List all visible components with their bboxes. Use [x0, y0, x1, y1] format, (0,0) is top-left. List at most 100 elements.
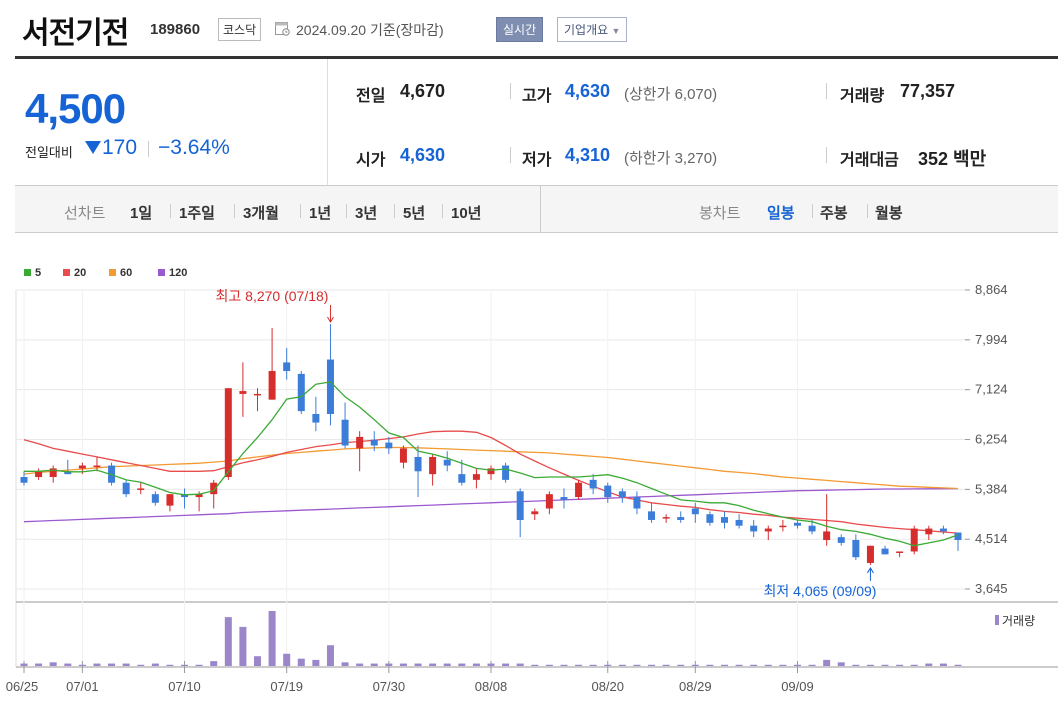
period-tab[interactable]: 5년	[403, 205, 426, 222]
tab-separator	[867, 204, 868, 218]
volume-bar	[385, 663, 393, 666]
volume-bar	[648, 664, 656, 666]
volume-bar	[166, 664, 174, 666]
volume-bar	[224, 617, 232, 666]
volume-bar	[939, 663, 947, 666]
candle-body	[122, 482, 130, 495]
stat-separator	[510, 147, 511, 163]
volume-bar	[677, 664, 685, 666]
volume-bar	[502, 663, 510, 666]
period-tab[interactable]: 3년	[355, 205, 378, 222]
x-tick-label: 08/08	[475, 679, 508, 694]
price-box	[15, 59, 328, 185]
candle-body	[370, 439, 378, 446]
y-tick-label: 6,254	[975, 432, 1008, 447]
ma5-line	[24, 381, 959, 547]
candle-tab[interactable]: 월봉	[875, 205, 903, 222]
candle-body	[49, 468, 57, 477]
volume-bar	[429, 663, 437, 666]
candle-body	[64, 471, 72, 475]
stat-separator	[510, 83, 511, 99]
volume-value: 77,357	[900, 81, 956, 101]
high-annotation: 최고 8,270 (07/18)	[216, 288, 329, 304]
open-label: 시가	[356, 152, 386, 169]
x-tick-label: 07/19	[270, 679, 303, 694]
legend-label: 60	[120, 267, 132, 279]
high-arrow-head	[327, 316, 334, 323]
volume-bar	[575, 664, 583, 666]
volume-bar	[764, 664, 772, 666]
volume-bar	[195, 664, 203, 666]
period-tab[interactable]: 1년	[309, 205, 332, 222]
candle-body	[414, 456, 422, 472]
low-annotation: 최저 4,065 (09/09)	[764, 583, 877, 599]
candle-body	[458, 474, 466, 483]
tab-separator	[300, 204, 301, 218]
market-badge: 코스닥	[218, 18, 262, 41]
candle-body	[195, 494, 203, 498]
tab-separator	[442, 204, 443, 218]
company-info-label: 기업개요	[564, 23, 609, 37]
candle-tab[interactable]: 주봉	[820, 205, 848, 222]
change-label: 전일대비	[25, 145, 73, 160]
volume-bar	[779, 664, 787, 666]
header-divider	[15, 56, 1058, 59]
volume-bar	[793, 664, 801, 666]
company-info-dropdown[interactable]: 기업개요 ▼	[557, 17, 628, 42]
volume-bar	[560, 664, 568, 666]
period-tab[interactable]: 10년	[451, 205, 482, 222]
volume-bar	[297, 658, 305, 666]
ma60-line	[23, 446, 959, 490]
price-change: 170	[84, 136, 137, 160]
legend-label: 5	[35, 267, 41, 279]
candle-body	[224, 388, 232, 477]
volume-bar	[254, 656, 261, 666]
period-tab[interactable]: 1일	[130, 205, 153, 222]
tab-separator	[812, 204, 813, 218]
candle-body	[910, 528, 918, 552]
candle-tab[interactable]: 일봉	[767, 205, 795, 222]
period-tab[interactable]: 3개월	[243, 205, 279, 222]
volume-bar	[458, 663, 466, 666]
x-tick-label: 07/10	[168, 679, 201, 694]
legend-swatch	[63, 269, 70, 276]
candle-body	[706, 514, 714, 523]
x-tick-label: 08/20	[591, 679, 624, 694]
candle-body	[881, 548, 889, 555]
amount-value: 352 백만	[918, 149, 987, 169]
y-tick-label: 3,645	[975, 581, 1008, 596]
candle-body	[648, 511, 656, 520]
stats-divider	[15, 185, 1058, 186]
volume-bar	[706, 664, 714, 666]
candle-body	[210, 482, 218, 495]
down-triangle-icon	[85, 141, 101, 154]
volume-bar	[312, 659, 320, 666]
volume-legend-label: 거래량	[1002, 614, 1035, 628]
candle-body	[925, 528, 933, 535]
volume-bar	[487, 663, 495, 666]
candle-body	[341, 419, 349, 446]
tab-separator	[346, 204, 347, 218]
volume-bar	[531, 664, 539, 666]
candle-body	[837, 537, 845, 543]
volume-bar	[181, 664, 189, 666]
volume-bar	[925, 663, 933, 666]
period-tab[interactable]: 1주일	[179, 205, 215, 222]
stock-name: 서전기전	[22, 17, 129, 50]
volume-bar	[954, 664, 962, 666]
prev-close-label: 전일	[356, 88, 386, 105]
calendar-icon	[275, 22, 290, 36]
volume-bar	[49, 662, 57, 666]
dropdown-caret-icon: ▼	[611, 26, 621, 36]
candle-body	[808, 525, 816, 532]
period-bar	[15, 186, 1058, 233]
volume-bar	[808, 664, 816, 666]
prev-close-value: 4,670	[400, 81, 446, 101]
realtime-button[interactable]: 실시간	[496, 17, 544, 42]
candle-body	[78, 465, 86, 469]
candle-body	[939, 528, 947, 532]
high-label: 고가	[522, 88, 552, 105]
change-separator	[148, 141, 149, 157]
y-tick-label: 7,124	[975, 382, 1008, 397]
candle-body	[750, 525, 758, 532]
